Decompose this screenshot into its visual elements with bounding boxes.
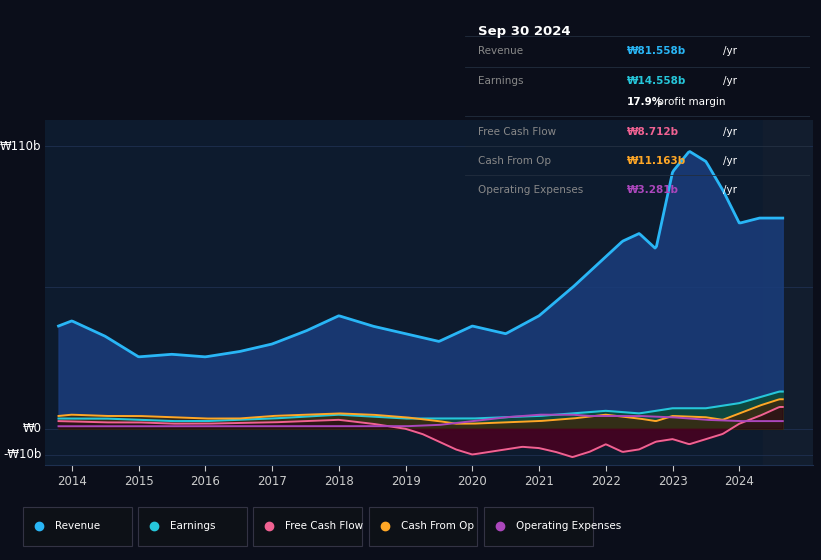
Text: Revenue: Revenue [479,46,524,56]
Text: Cash From Op: Cash From Op [401,521,474,531]
FancyBboxPatch shape [138,507,247,546]
Text: /yr: /yr [723,127,737,137]
Text: Revenue: Revenue [55,521,100,531]
FancyBboxPatch shape [484,507,593,546]
Text: Cash From Op: Cash From Op [479,156,552,166]
Text: /yr: /yr [723,156,737,166]
FancyBboxPatch shape [369,507,478,546]
Text: Earnings: Earnings [479,76,524,86]
FancyBboxPatch shape [23,507,131,546]
Text: ₩14.558b: ₩14.558b [626,76,686,86]
Text: ₩110b: ₩110b [0,139,41,153]
Text: Operating Expenses: Operating Expenses [516,521,621,531]
Text: ₩3.281b: ₩3.281b [626,185,679,195]
Text: profit margin: profit margin [654,97,726,107]
Text: Operating Expenses: Operating Expenses [479,185,584,195]
Text: ₩81.558b: ₩81.558b [626,46,686,56]
Text: Free Cash Flow: Free Cash Flow [286,521,364,531]
Text: ₩11.163b: ₩11.163b [626,156,686,166]
Text: 17.9%: 17.9% [626,97,663,107]
Text: ₩0: ₩0 [22,422,41,435]
Bar [763,120,813,465]
Text: /yr: /yr [723,185,737,195]
Text: ₩8.712b: ₩8.712b [626,127,679,137]
Text: Free Cash Flow: Free Cash Flow [479,127,557,137]
Text: -₩10b: -₩10b [3,448,41,461]
Text: /yr: /yr [723,46,737,56]
Text: Sep 30 2024: Sep 30 2024 [479,25,571,38]
FancyBboxPatch shape [254,507,362,546]
Text: /yr: /yr [723,76,737,86]
Text: Earnings: Earnings [170,521,216,531]
